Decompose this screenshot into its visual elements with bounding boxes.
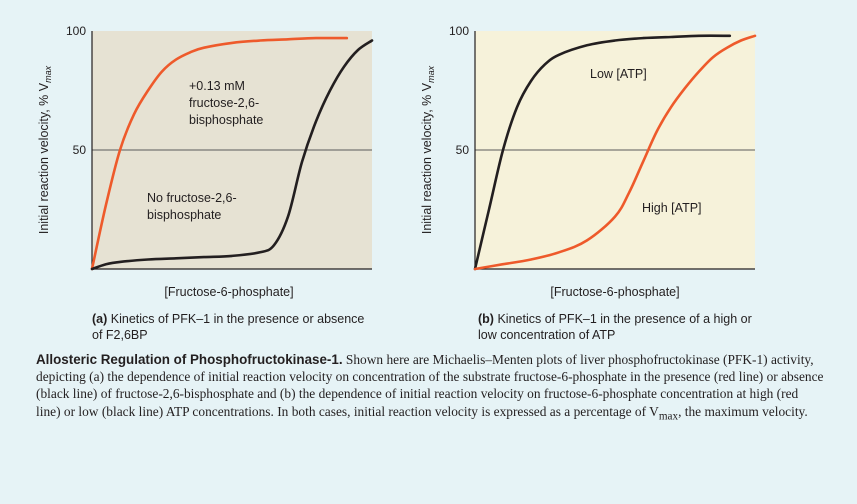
panel-a-annotation-no-f26bp: No fructose-2,6- bisphosphate bbox=[147, 191, 240, 222]
panel-b-series-black-line bbox=[473, 34, 732, 271]
panel-a-ytick-50: 50 bbox=[73, 143, 87, 157]
panel-a-series-red-line bbox=[90, 36, 349, 271]
panel-b-chart: 100 50 Initial reaction velocity, % Vmax… bbox=[420, 24, 757, 299]
panel-b-ytick-50: 50 bbox=[456, 143, 470, 157]
panel-b-caption-letter: (b) bbox=[478, 312, 494, 326]
panel-b-x-axis-label: [Fructose-6-phosphate] bbox=[550, 285, 679, 299]
panel-a-caption: (a) Kinetics of PFK–1 in the presence or… bbox=[92, 311, 372, 343]
caption-body: Shown here are Michaelis–Menten plots of… bbox=[36, 352, 824, 419]
panel-b-series-red-line bbox=[473, 34, 757, 271]
panel-a-ytick-100: 100 bbox=[66, 24, 86, 38]
panel-a-caption-letter: (a) bbox=[92, 312, 108, 326]
panel-a-x-axis-label: [Fructose-6-phosphate] bbox=[164, 285, 293, 299]
panel-b-ytick-100: 100 bbox=[449, 24, 469, 38]
panel-b-annotation-low-atp: Low [ATP] bbox=[590, 67, 647, 81]
panel-a-series-black-line bbox=[90, 39, 374, 271]
panel-a-caption-text: Kinetics of PFK–1 in the presence or abs… bbox=[92, 312, 365, 342]
figure: 100 50 Initial reaction velocity, % Vmax… bbox=[37, 24, 757, 299]
panel-b-y-axis-label: Initial reaction velocity, % Vmax bbox=[420, 65, 436, 234]
panel-a-y-axis-label: Initial reaction velocity, % Vmax bbox=[37, 65, 53, 234]
caption-title: Allosteric Regulation of Phosphofructoki… bbox=[36, 352, 343, 367]
panel-a-chart: 100 50 Initial reaction velocity, % Vmax… bbox=[37, 24, 374, 299]
panel-a-annotation-with-f26bp: +0.13 mM fructose-2,6- bisphosphate bbox=[189, 79, 263, 127]
panel-b-caption: (b) Kinetics of PFK–1 in the presence of… bbox=[478, 311, 758, 343]
panel-b-caption-text: Kinetics of PFK–1 in the presence of a h… bbox=[478, 312, 752, 342]
panel-b-annotation-high-atp: High [ATP] bbox=[642, 201, 702, 215]
caption-body-end: , the maximum velocity. bbox=[678, 403, 808, 419]
figure-caption: Allosteric Regulation of Phosphofructoki… bbox=[36, 351, 826, 425]
caption-body-subscript: max bbox=[658, 410, 679, 423]
